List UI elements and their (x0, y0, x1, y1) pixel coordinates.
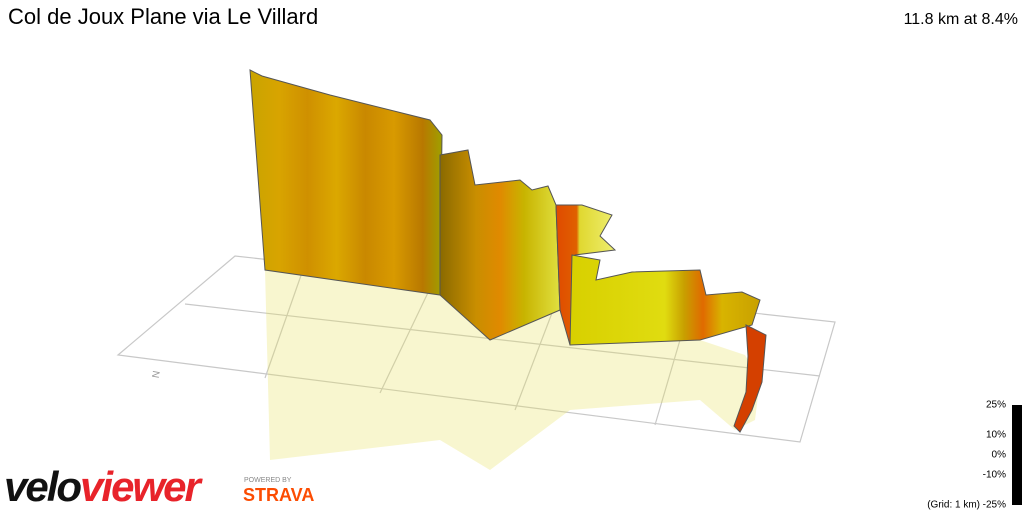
grid-note: (Grid: 1 km) (927, 500, 980, 511)
elevation-wall (249, 69, 767, 433)
reflection (265, 270, 760, 470)
legend-label: 0% (992, 450, 1007, 461)
legend-label: -10% (983, 470, 1006, 481)
legend-label: 25% (986, 400, 1006, 411)
legend-label: -25% (983, 500, 1006, 511)
logo: veloviewer (4, 463, 203, 510)
powered-by: POWERED BY (244, 477, 292, 484)
legend-label: 10% (986, 430, 1006, 441)
logo-part: viewer (80, 463, 203, 510)
logo-part: velo (4, 463, 81, 510)
title: Col de Joux Plane via Le Villard (8, 4, 318, 29)
legend-bar (1012, 405, 1022, 505)
north-arrow: N (151, 370, 163, 379)
stats: 11.8 km at 8.4% (904, 11, 1018, 28)
partner: STRAVA (243, 485, 314, 505)
svg-text:N: N (151, 370, 163, 379)
